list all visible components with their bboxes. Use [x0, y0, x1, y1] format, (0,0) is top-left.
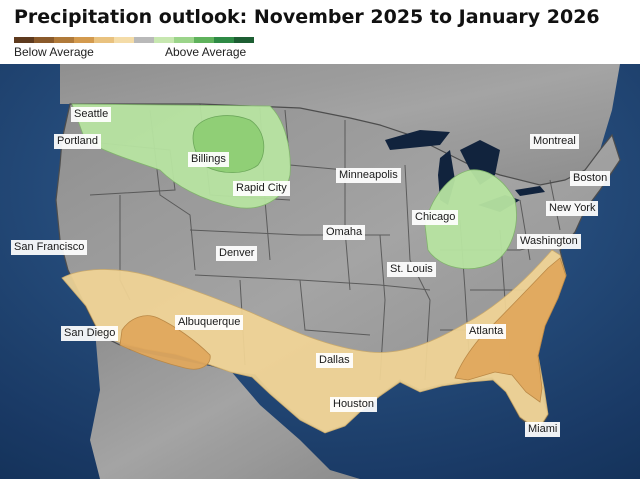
city-label-st-louis: St. Louis [387, 262, 436, 277]
map-title: Precipitation outlook: November 2025 to … [14, 6, 600, 28]
legend-swatch [54, 37, 74, 43]
above-average-zone-light-midwest [424, 169, 517, 270]
legend-above-label: Above Average [165, 45, 247, 59]
city-label-portland: Portland [54, 134, 101, 149]
city-label-atlanta: Atlanta [466, 324, 507, 339]
legend-swatch [174, 37, 194, 43]
below-average-zone-light [61, 249, 567, 434]
city-label-rapid-city: Rapid City [233, 181, 290, 196]
city-label-billings: Billings [188, 152, 229, 167]
city-label-minneapolis: Minneapolis [336, 168, 401, 183]
below-average-zone-medium-southwest [119, 315, 211, 370]
city-label-montreal: Montreal [530, 134, 579, 149]
legend-swatch [14, 37, 34, 43]
city-label-albuquerque: Albuquerque [175, 315, 244, 330]
city-label-omaha: Omaha [323, 225, 366, 240]
city-label-new-york: New York [546, 201, 599, 216]
city-label-houston: Houston [330, 397, 377, 412]
legend-color-bar [14, 37, 254, 43]
city-label-seattle: Seattle [71, 107, 112, 122]
city-label-dallas: Dallas [316, 353, 353, 368]
legend-swatch [194, 37, 214, 43]
legend-swatch [114, 37, 134, 43]
legend-below-label: Below Average [14, 45, 94, 59]
legend-swatch [134, 37, 154, 43]
legend-swatch [234, 37, 254, 43]
legend-swatch [74, 37, 94, 43]
legend-swatch [34, 37, 54, 43]
legend-swatch [94, 37, 114, 43]
below-average-zone-medium-southeast [454, 257, 567, 403]
city-label-washington: Washington [517, 234, 581, 249]
terrain-texture-overlay [0, 64, 640, 479]
city-label-san-francisco: San Francisco [11, 240, 88, 255]
city-label-denver: Denver [216, 246, 258, 261]
city-label-boston: Boston [570, 171, 611, 186]
legend-swatch [214, 37, 234, 43]
legend-swatch [154, 37, 174, 43]
city-label-chicago: Chicago [412, 210, 459, 225]
city-label-miami: Miami [525, 422, 561, 437]
precipitation-map [0, 64, 640, 479]
city-label-san-diego: San Diego [61, 326, 119, 341]
header: Precipitation outlook: November 2025 to … [0, 0, 640, 64]
mexico-landmass [90, 330, 360, 479]
